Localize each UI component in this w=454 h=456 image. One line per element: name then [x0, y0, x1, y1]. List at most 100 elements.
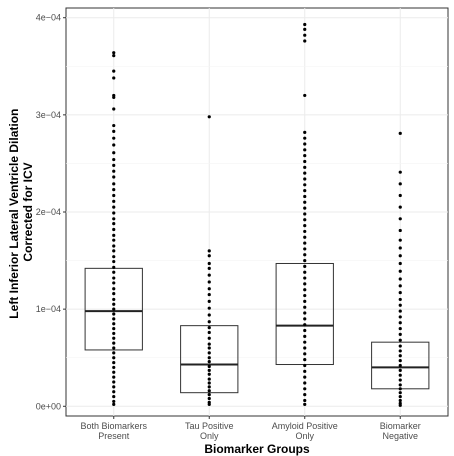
data-point	[303, 177, 307, 181]
data-point	[112, 287, 116, 291]
data-point	[303, 317, 307, 321]
data-point	[303, 22, 307, 27]
x-axis-ticks: Both Biomarkers Present Tau Positive Only Am…	[80, 416, 421, 441]
data-point	[112, 317, 116, 321]
data-point	[398, 332, 402, 336]
data-point	[207, 287, 211, 291]
y-axis-title-line-2: Corrected for ICV	[21, 162, 35, 261]
data-point	[112, 385, 116, 389]
data-point	[398, 291, 402, 295]
data-point	[112, 163, 116, 167]
data-point	[303, 334, 307, 338]
data-point	[112, 312, 116, 316]
data-point	[112, 244, 116, 248]
data-point	[398, 309, 402, 313]
data-point	[398, 368, 402, 372]
data-point	[112, 255, 116, 259]
data-point	[398, 303, 402, 307]
x-tick-label-line: Present	[98, 431, 130, 441]
data-point	[398, 277, 402, 281]
data-point	[207, 342, 211, 346]
data-point	[112, 95, 116, 99]
x-tick-label-line: Only	[200, 431, 219, 441]
data-point	[398, 326, 402, 331]
data-point	[112, 276, 116, 280]
data-point	[112, 193, 116, 198]
data-point	[398, 391, 402, 395]
y-tick-label: 4e−04	[36, 13, 61, 23]
data-point	[112, 365, 116, 370]
data-point	[112, 227, 116, 232]
data-point	[112, 259, 116, 264]
data-point	[207, 280, 211, 284]
data-point	[112, 107, 116, 111]
data-point	[112, 143, 116, 147]
data-point	[207, 326, 211, 330]
data-point	[398, 131, 402, 135]
data-point	[303, 194, 307, 199]
x-tick-label-line: Amyloid Positive	[272, 421, 338, 431]
data-point	[398, 354, 402, 358]
data-point	[207, 372, 211, 376]
data-point	[207, 393, 211, 397]
data-point	[398, 387, 402, 391]
data-point	[398, 378, 402, 382]
data-point	[112, 205, 116, 209]
data-point	[303, 299, 307, 303]
x-tick-label: Tau Positive Only	[185, 421, 234, 441]
data-point	[303, 346, 307, 350]
x-tick-label: Both Biomarkers Present	[80, 421, 147, 441]
data-point	[207, 299, 211, 303]
data-point	[303, 130, 307, 134]
data-point	[303, 363, 307, 368]
data-point	[398, 193, 402, 198]
data-point	[112, 281, 116, 285]
data-point	[112, 356, 116, 360]
data-point	[398, 284, 402, 288]
data-point	[112, 157, 116, 162]
data-points	[112, 22, 402, 407]
data-point	[398, 269, 402, 273]
data-point	[112, 76, 116, 80]
data-point	[207, 402, 211, 406]
data-point	[207, 292, 211, 297]
y-tick-label: 2e−04	[36, 207, 61, 217]
data-point	[303, 253, 307, 257]
x-tick-label-line: Negative	[382, 431, 418, 441]
data-point	[112, 265, 116, 269]
data-point	[398, 182, 402, 186]
data-point	[207, 351, 211, 355]
data-point	[398, 170, 402, 174]
data-point	[303, 288, 307, 292]
data-point	[398, 297, 402, 302]
data-point	[207, 396, 211, 401]
data-point	[398, 394, 402, 399]
data-point	[398, 321, 402, 325]
data-point	[303, 398, 307, 403]
data-point	[112, 399, 116, 404]
data-point	[112, 380, 116, 384]
data-point	[207, 368, 211, 372]
data-point	[112, 307, 116, 311]
data-point	[207, 346, 211, 350]
data-point	[112, 54, 116, 58]
data-point	[112, 322, 116, 326]
y-tick-label: 1e−04	[36, 304, 61, 314]
data-point	[303, 206, 307, 210]
data-point	[207, 330, 211, 335]
data-point	[303, 39, 307, 43]
data-point	[303, 340, 307, 344]
data-point	[398, 205, 402, 209]
data-point	[207, 249, 211, 253]
data-point	[112, 375, 116, 379]
data-point	[112, 233, 116, 237]
data-point	[303, 311, 307, 315]
data-point	[207, 364, 211, 369]
y-tick-label: 0e+00	[36, 401, 61, 411]
data-point	[207, 336, 211, 340]
y-axis-ticks: 0e+00 1e−04 2e−04 3e−04 4e−04	[36, 13, 66, 411]
data-point	[303, 229, 307, 234]
data-point	[398, 349, 402, 353]
data-point	[112, 297, 116, 302]
